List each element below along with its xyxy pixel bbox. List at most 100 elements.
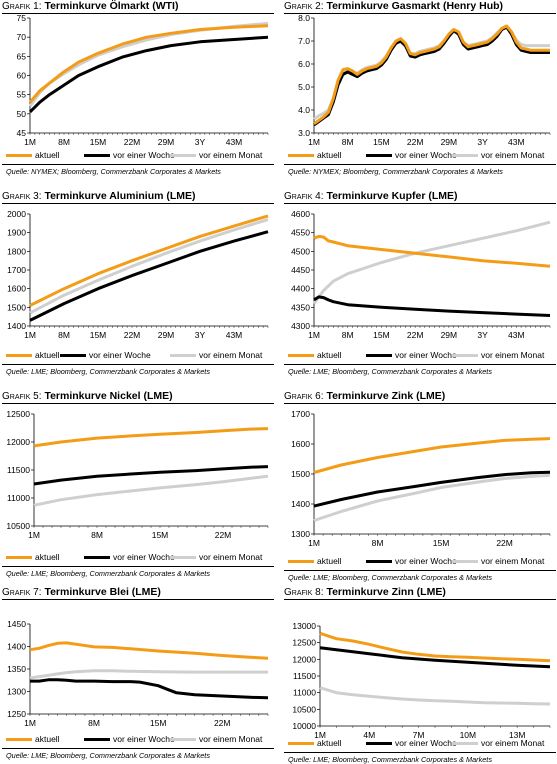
legend-item: vor einer Woche [366, 150, 457, 160]
y-tick-label: 10500 [6, 521, 30, 531]
y-tick-label: 12500 [6, 409, 30, 419]
series-line-vor-einem-monat [29, 669, 268, 680]
x-tick-label: 29M [158, 137, 175, 147]
chart-title-text: Terminkurve Blei (LME) [44, 586, 161, 598]
series-line-vor-einer-woche [319, 646, 551, 669]
legend-swatch [366, 559, 392, 563]
chart-source: Quelle: LME; Bloomberg, Commerzbank Corp… [288, 367, 492, 376]
series-line-aktuell [29, 641, 269, 660]
legend-swatch [84, 555, 110, 559]
legend-item: aktuell [6, 734, 60, 744]
y-tick-label: 4400 [291, 284, 310, 294]
chart-title-text: Terminkurve Kupfer (LME) [326, 190, 458, 202]
legend-item: aktuell [288, 150, 342, 160]
chart-panel-8: Grafik 8: Terminkurve Zinn (LME) 10000 105… [284, 586, 556, 764]
chart-source: Quelle: LME; Bloomberg, Commerzbank Corp… [288, 755, 492, 764]
legend-label: vor einer Woche [395, 150, 457, 160]
legend-item: vor einem Monat [170, 350, 262, 360]
chart-title-prefix: Grafik 1: [2, 1, 42, 12]
legend-rule [284, 752, 556, 753]
legend-label: vor einem Monat [481, 350, 545, 360]
legend-item: vor einem Monat [170, 552, 262, 562]
y-tick-label: 5.0 [298, 82, 310, 92]
x-tick-label: 8M [91, 530, 103, 540]
legend-swatch [452, 353, 478, 357]
series-line-vor-einem-monat [312, 220, 551, 305]
legend-label: aktuell [35, 350, 60, 360]
series-line-aktuell [33, 427, 269, 448]
legend-swatch [6, 153, 32, 157]
y-tick-label: 1250 [7, 709, 26, 719]
legend-item: aktuell [6, 552, 60, 562]
legend-label: vor einer Woche [113, 150, 175, 160]
chart-source: Quelle: LME; Bloomberg, Commerzbank Corp… [6, 569, 210, 578]
x-tick-label: 8M [58, 137, 70, 147]
y-tick-label: 1500 [291, 469, 310, 479]
chart-source: Quelle: LME; Bloomberg, Commerzbank Corp… [288, 573, 492, 582]
chart-title-prefix: Grafik 6: [284, 391, 324, 402]
x-tick-label: 8M [58, 330, 70, 340]
x-tick-label: 3Y [195, 137, 206, 147]
legend-swatch [366, 353, 392, 357]
x-tick-label: 43M [226, 330, 243, 340]
legend-label: aktuell [317, 556, 342, 566]
chart-source: Quelle: LME; Bloomberg, Commerzbank Corp… [6, 367, 210, 376]
legend-swatch [60, 353, 86, 357]
legend-label: aktuell [317, 350, 342, 360]
legend-swatch [6, 555, 32, 559]
chart-title-prefix: Grafik 8: [284, 587, 324, 598]
series-line-vor-einem-monat [319, 686, 551, 706]
chart-title: Grafik 4: Terminkurve Kupfer (LME) [284, 190, 458, 202]
legend-item: vor einer Woche [366, 350, 457, 360]
chart-title-text: Terminkurve Nickel (LME) [44, 390, 173, 402]
x-tick-label: 3Y [195, 330, 206, 340]
y-tick-label: 11000 [293, 688, 316, 698]
y-tick-label: 4450 [291, 265, 310, 275]
legend-label: vor einem Monat [481, 738, 545, 748]
title-rule [2, 203, 274, 204]
legend-item: vor einer Woche [60, 350, 151, 360]
x-tick-label: 22M [496, 538, 513, 548]
legend-item: vor einem Monat [170, 734, 262, 744]
legend-swatch [170, 555, 196, 559]
y-tick-label: 6.0 [298, 59, 310, 69]
chart-title: Grafik 7: Terminkurve Blei (LME) [2, 586, 161, 598]
x-tick-label: 22M [407, 137, 424, 147]
legend-swatch [366, 741, 392, 745]
y-tick-label: 4.0 [298, 105, 310, 115]
y-tick-label: 10500 [292, 704, 316, 714]
x-tick-label: 29M [158, 330, 175, 340]
legend-swatch [170, 153, 196, 157]
title-rule [284, 203, 556, 204]
x-tick-label: 15M [150, 718, 167, 728]
y-tick-label: 1300 [7, 687, 26, 697]
legend-item: aktuell [288, 738, 342, 748]
legend-rule [284, 570, 556, 571]
line-chart: 1250 1300 1350 1400 1450 1M 8M 15M 22M [7, 619, 269, 728]
chart-title-prefix: Grafik 5: [2, 391, 42, 402]
y-tick-label: 12000 [6, 437, 30, 447]
chart-title: Grafik 5: Terminkurve Nickel (LME) [2, 390, 173, 402]
y-tick-label: 4550 [291, 228, 310, 238]
y-tick-label: 2000 [7, 209, 26, 219]
y-tick-label: 1400 [291, 499, 310, 509]
x-tick-label: 43M [226, 137, 243, 147]
x-tick-label: 15M [152, 530, 169, 540]
y-tick-label: 1900 [7, 228, 26, 238]
line-chart: 10500 11000 11500 12000 12500 1M 8M 15M 22M [6, 409, 269, 540]
y-tick-label: 60 [17, 71, 27, 81]
line-chart: 3.0 4.0 5.0 6.0 7.0 8.0 1M 8M 15M 22M 29M 3Y 43M [298, 13, 551, 147]
legend-label: vor einem Monat [481, 556, 545, 566]
legend: aktuell vor einer Woche vor einem Monat [284, 350, 556, 362]
line-chart: 1300 1400 1500 1600 1700 1M 8M 15M 22M [291, 409, 551, 548]
chart-title-text: Terminkurve Zinn (LME) [326, 586, 446, 598]
legend-swatch [288, 559, 314, 563]
legend: aktuell vor einer Woche vor einem Monat [284, 556, 556, 568]
series-line-vor-einem-monat [33, 474, 269, 507]
y-tick-label: 4600 [291, 209, 310, 219]
legend-label: vor einer Woche [113, 734, 175, 744]
x-tick-label: 1M [24, 330, 36, 340]
chart-source: Quelle: NYMEX; Bloomberg, Commerzbank Co… [288, 167, 503, 176]
legend-rule [2, 566, 274, 567]
chart-panel-3: Grafik 3: Terminkurve Aluminium (LME) 140… [2, 190, 274, 382]
